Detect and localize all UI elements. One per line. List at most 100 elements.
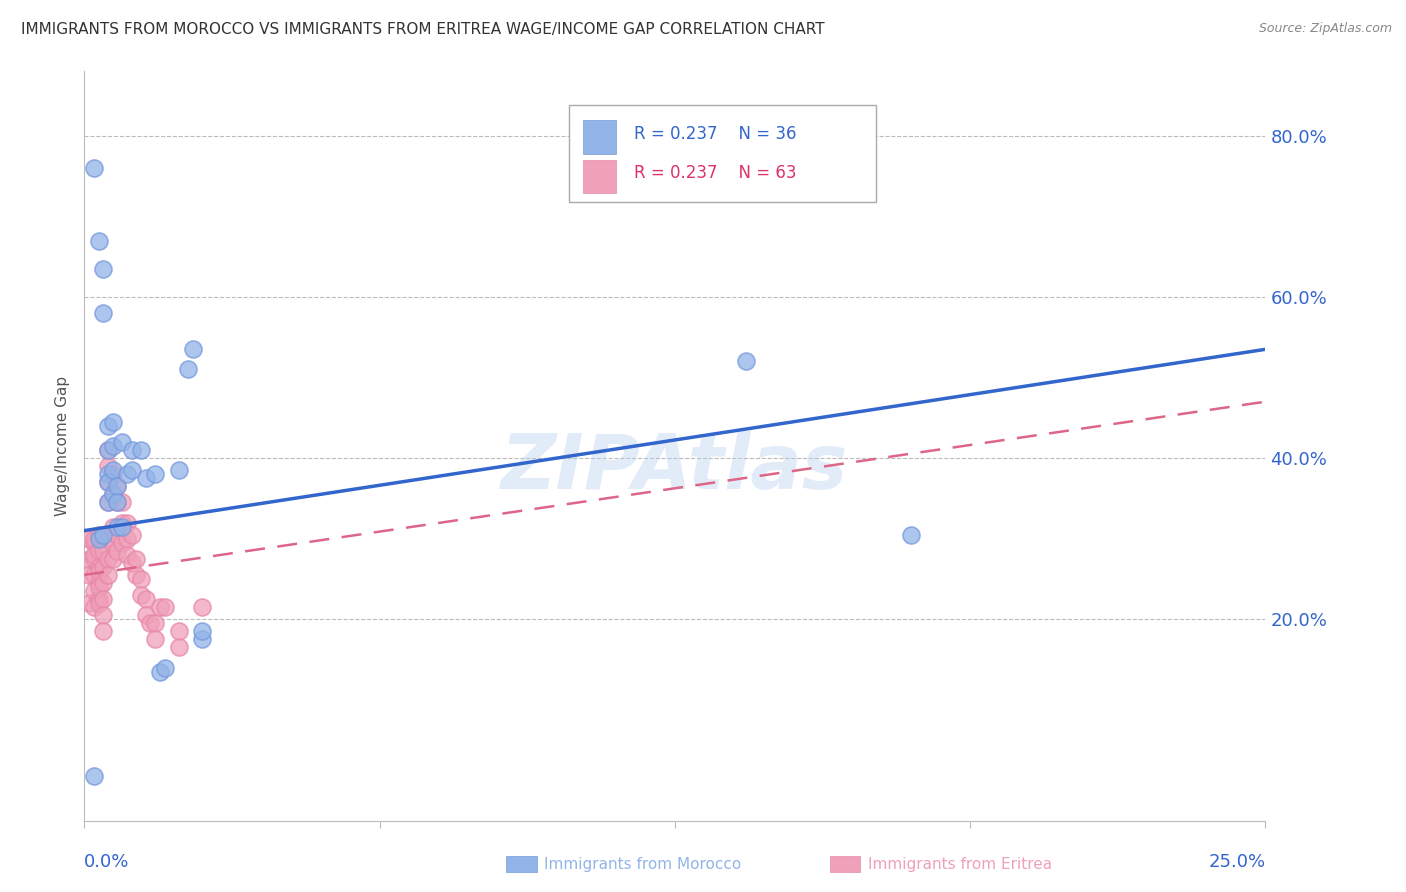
Point [97,475,120,490]
Point [149,600,172,615]
Point [153,600,176,615]
Point [107,495,129,509]
Point [107,479,129,493]
Point [97,467,120,482]
Point [87,234,110,248]
Point [167,624,190,639]
Point [111,516,134,530]
Point [83,535,105,549]
Point [143,632,166,647]
Point [87,596,110,610]
Point [97,443,120,458]
Point [191,624,214,639]
Text: 0.0%: 0.0% [84,853,129,871]
Point [101,487,124,501]
Text: R = 0.237    N = 63: R = 0.237 N = 63 [634,163,796,181]
Point [111,495,134,509]
Point [91,592,114,607]
Point [77,568,100,582]
Point [87,559,110,574]
Point [97,495,120,509]
Point [149,665,172,679]
Point [97,551,120,566]
Point [91,527,114,541]
Point [111,434,134,449]
Point [115,467,138,482]
Point [734,354,756,368]
Point [191,600,214,615]
Point [107,543,129,558]
Point [83,161,105,175]
Point [115,548,138,562]
Y-axis label: Wage/Income Gap: Wage/Income Gap [55,376,70,516]
Point [111,519,134,533]
FancyBboxPatch shape [582,120,616,153]
Point [135,471,157,485]
Point [83,548,105,562]
Point [101,551,124,566]
Point [91,576,114,591]
Text: 25.0%: 25.0% [1208,853,1265,871]
Point [91,543,114,558]
Point [135,592,157,607]
Point [107,495,129,509]
Point [107,527,129,541]
Point [167,640,190,655]
Point [97,532,120,546]
Point [77,532,100,546]
Point [91,261,114,276]
Point [101,463,124,477]
Point [97,459,120,474]
Point [83,568,105,582]
Text: R = 0.237    N = 36: R = 0.237 N = 36 [634,125,796,143]
Point [143,467,166,482]
Point [101,467,124,482]
Point [77,596,100,610]
Point [107,519,129,533]
Point [181,343,204,357]
Point [167,463,190,477]
Point [121,443,143,458]
Point [129,572,152,586]
Point [129,588,152,602]
Point [115,532,138,546]
Point [91,559,114,574]
Text: IMMIGRANTS FROM MOROCCO VS IMMIGRANTS FROM ERITREA WAGE/INCOME GAP CORRELATION C: IMMIGRANTS FROM MOROCCO VS IMMIGRANTS FR… [21,22,825,37]
Point [101,439,124,453]
Point [101,519,124,533]
Point [107,479,129,493]
Point [83,584,105,599]
Point [83,532,105,546]
Point [97,418,120,433]
Point [121,556,143,570]
Point [83,769,105,783]
Point [121,527,143,541]
Text: ZIPAtlas: ZIPAtlas [501,432,849,506]
Point [111,535,134,549]
FancyBboxPatch shape [568,105,876,202]
Point [97,495,120,509]
Point [97,475,120,490]
FancyBboxPatch shape [582,160,616,194]
Point [87,527,110,541]
Point [101,487,124,501]
Text: Immigrants from Eritrea: Immigrants from Eritrea [868,857,1052,871]
Point [87,543,110,558]
Point [87,532,110,546]
Text: Immigrants from Morocco: Immigrants from Morocco [544,857,741,871]
Point [87,564,110,578]
Point [153,660,176,674]
Point [91,306,114,320]
Point [125,568,148,582]
Point [135,608,157,623]
Point [191,632,214,647]
Point [101,415,124,429]
Point [87,580,110,594]
Point [91,608,114,623]
Point [91,624,114,639]
Point [129,443,152,458]
Point [97,568,120,582]
Point [83,551,105,566]
Point [143,616,166,631]
Point [177,362,200,376]
